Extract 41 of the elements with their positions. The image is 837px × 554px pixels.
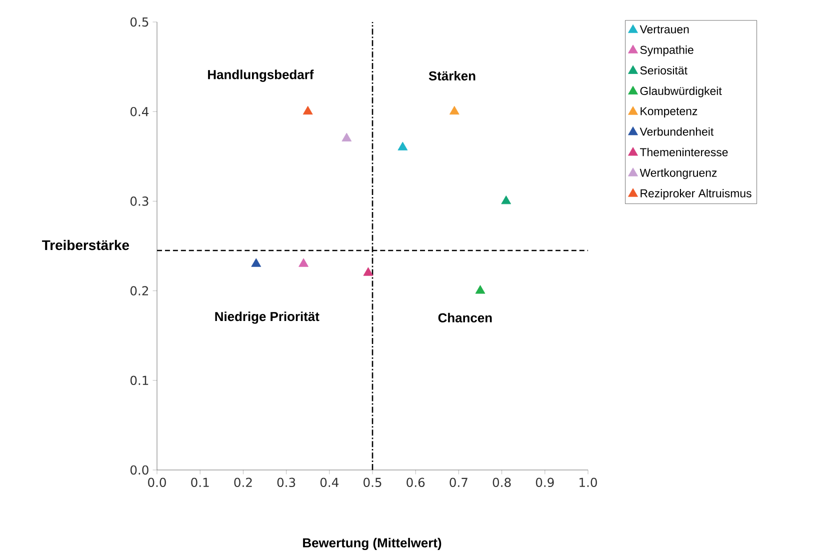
y-tick-label: 0.5 xyxy=(130,17,148,27)
x-tick-label: 0.2 xyxy=(234,478,252,488)
legend-label: Reziproker Altruismus xyxy=(640,188,752,200)
x-tick-label: 0.3 xyxy=(277,478,296,488)
x-tick-label: 0.5 xyxy=(364,478,382,488)
x-tick-label: 0.4 xyxy=(320,478,339,488)
x-tick-label: 0.9 xyxy=(536,478,554,488)
x-tick-label: 0.1 xyxy=(191,478,209,488)
point xyxy=(302,106,313,115)
annotation: Handlungsbedarf xyxy=(208,70,314,82)
x-tick-label: 0.8 xyxy=(492,478,511,488)
point xyxy=(501,196,512,204)
x-tick-label: 0.0 xyxy=(148,478,166,488)
y-tick-label: 0.2 xyxy=(130,286,148,296)
x-tick-label: 0.6 xyxy=(406,478,425,488)
y-tick-label: 0.1 xyxy=(130,376,148,386)
annotation: Stärken xyxy=(428,70,476,80)
legend-label: Verbundenheit xyxy=(640,127,714,136)
legend-label: Sympathie xyxy=(640,46,694,56)
legend-label: Kompetenz xyxy=(640,107,698,118)
y-axis-title: Treiberstärke xyxy=(42,240,130,250)
y-tick-label: 0.4 xyxy=(130,106,149,116)
annotation: Chancen xyxy=(438,312,492,322)
x-tick-label: 1.0 xyxy=(580,478,597,488)
point xyxy=(475,285,486,294)
point xyxy=(298,258,308,267)
point xyxy=(449,106,460,115)
legend-label: Wertkongruenz xyxy=(640,168,717,180)
legend-label: Vertrauen xyxy=(640,25,689,34)
legend-label: Seriosität xyxy=(640,66,688,74)
x-axis-title: Bewertung (Mittelwert) xyxy=(303,538,442,550)
legend-label: Glaubwürdigkeit xyxy=(640,86,722,98)
legend-label: Themeninteresse xyxy=(640,148,728,156)
point xyxy=(251,258,262,267)
point xyxy=(398,142,408,150)
point xyxy=(363,267,374,276)
y-tick-label: 0.3 xyxy=(130,196,148,206)
y-tick-label: 0.0 xyxy=(130,465,148,475)
annotation: Niedrige Priorität xyxy=(215,312,320,324)
point xyxy=(342,132,352,142)
x-tick-label: 0.7 xyxy=(450,478,468,488)
